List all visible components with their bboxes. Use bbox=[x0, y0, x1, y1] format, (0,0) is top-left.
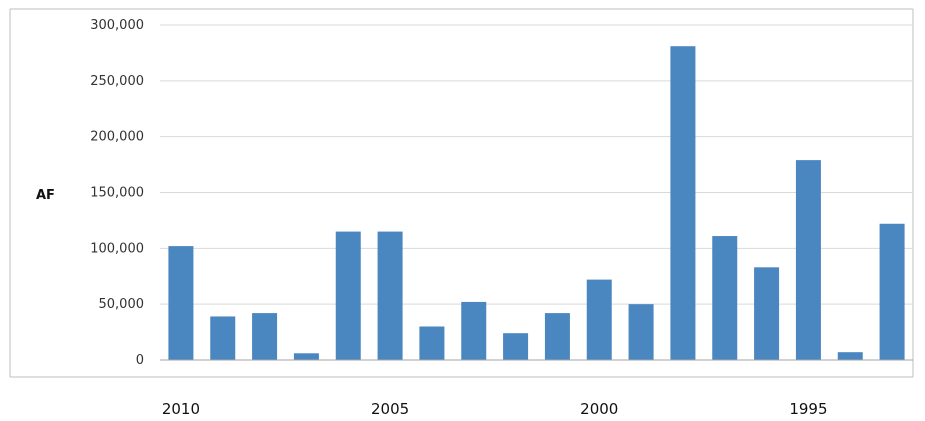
y-axis-ticks: 0 50,000 100,000 150,000 200,000 250,000 300,0… bbox=[90, 18, 144, 368]
bar-2005 bbox=[377, 231, 403, 360]
bar-1999 bbox=[628, 304, 654, 360]
bar-2009 bbox=[210, 316, 236, 360]
x-tick-label: 2005 bbox=[371, 400, 409, 418]
bar-1995 bbox=[795, 160, 821, 360]
x-axis-ticks: 2010 2005 2000 1995 bbox=[162, 400, 828, 418]
y-tick-label: 50,000 bbox=[99, 297, 145, 312]
bar-2006 bbox=[335, 231, 361, 360]
bar-2008 bbox=[252, 313, 278, 360]
bar-2002 bbox=[503, 333, 529, 360]
bar-2001 bbox=[544, 313, 570, 360]
bar-1997 bbox=[712, 236, 738, 360]
bar-1993 bbox=[879, 223, 905, 360]
bar-1994 bbox=[837, 352, 863, 360]
y-tick-label: 0 bbox=[136, 353, 144, 368]
x-tick-label: 2000 bbox=[580, 400, 618, 418]
x-tick-label: 2010 bbox=[162, 400, 200, 418]
y-tick-label: 150,000 bbox=[90, 186, 144, 201]
bar-2000 bbox=[586, 279, 612, 360]
bar-2007 bbox=[293, 353, 319, 360]
bar-2003 bbox=[461, 301, 487, 360]
x-tick-label: 1995 bbox=[789, 400, 827, 418]
y-tick-label: 300,000 bbox=[90, 18, 144, 33]
bar-2004 bbox=[419, 326, 445, 360]
bar-1998 bbox=[670, 46, 696, 360]
bar-2010 bbox=[168, 246, 194, 360]
gridlines bbox=[160, 24, 913, 305]
bars bbox=[168, 46, 905, 360]
y-tick-label: 200,000 bbox=[90, 130, 144, 145]
y-axis-label: AF bbox=[36, 188, 55, 203]
y-tick-label: 250,000 bbox=[90, 74, 144, 89]
bar-1996 bbox=[754, 267, 780, 360]
y-tick-label: 100,000 bbox=[90, 241, 144, 256]
